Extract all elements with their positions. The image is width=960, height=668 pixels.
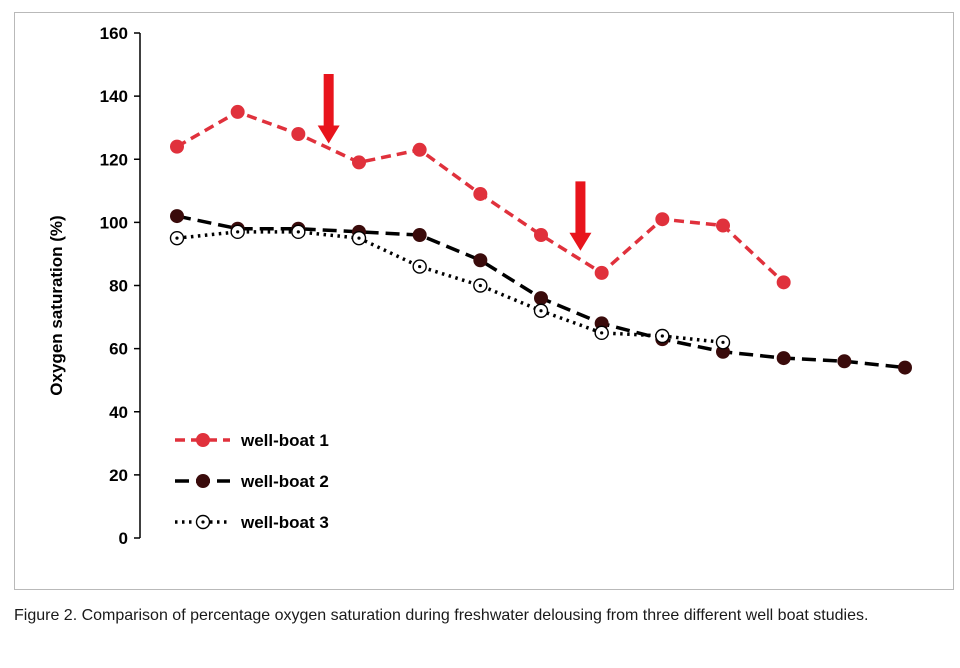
y-tick-label-80: 80: [109, 277, 128, 296]
series-3-point-6-center: [478, 283, 482, 288]
chart-frame: 0 20 40 60 80 100 120 140 160 Oxygen saturation (…: [14, 12, 954, 590]
annotation-arrow-2: [569, 181, 592, 251]
oxygen-saturation-chart: 0 20 40 60 80 100 120 140 160 Oxygen saturation (…: [47, 24, 912, 548]
series-2-point-12: [837, 354, 852, 369]
legend-marker-2: [196, 474, 210, 488]
series-1-point-10: [716, 218, 730, 233]
y-tick-label-0: 0: [119, 529, 128, 548]
y-tick-label-120: 120: [100, 150, 128, 169]
series-1-point-9: [655, 212, 670, 227]
legend-label-2: well-boat 2: [240, 472, 329, 491]
series-3-point-1-center: [175, 236, 179, 240]
series-3-point-5-center: [418, 264, 422, 269]
y-axis-title: Oxygen saturation (%): [47, 215, 66, 395]
series-1-point-11: [776, 275, 791, 290]
legend-marker-1: [196, 433, 210, 447]
series-3-point-3-center: [296, 230, 300, 234]
series-2-point-13: [898, 360, 912, 375]
y-tick-label-40: 40: [109, 403, 128, 422]
y-tick-label-100: 100: [100, 213, 128, 232]
legend-marker-3-center: [201, 520, 205, 524]
series-1-point-4: [352, 155, 366, 170]
series-1-point-8: [594, 265, 609, 280]
series-3-point-4-center: [357, 236, 361, 240]
y-tick-label-160: 160: [100, 24, 128, 43]
figure-caption: Figure 2. Comparison of percentage oxyge…: [14, 607, 869, 624]
series-3-point-7-center: [539, 309, 543, 313]
series-1-point-1: [170, 139, 184, 154]
series-1-point-5: [412, 142, 427, 157]
series-2-point-1: [170, 209, 184, 224]
series-1-point-2: [230, 104, 245, 119]
y-tick-label-140: 140: [100, 87, 128, 106]
legend-label-3: well-boat 3: [240, 513, 329, 532]
y-tick-label-60: 60: [109, 340, 128, 359]
series-1-point-3: [291, 127, 306, 141]
series-line-3: [176, 230, 724, 345]
series-2-point-5: [412, 228, 427, 242]
series-3-point-10-center: [721, 340, 725, 344]
series-2-point-7: [534, 291, 548, 306]
series-3-point-9-center: [660, 334, 664, 338]
series-3-point-8-center: [600, 331, 604, 335]
series-1-point-7: [534, 228, 548, 242]
series-2-point-11: [776, 351, 791, 366]
series-1-point-6: [473, 186, 488, 201]
annotation-arrow-1: [317, 74, 340, 144]
series-2-point-6: [473, 253, 488, 268]
legend-label-1: well-boat 1: [240, 431, 329, 450]
y-tick-label-20: 20: [109, 466, 128, 485]
series-3-point-2-center: [236, 230, 240, 234]
